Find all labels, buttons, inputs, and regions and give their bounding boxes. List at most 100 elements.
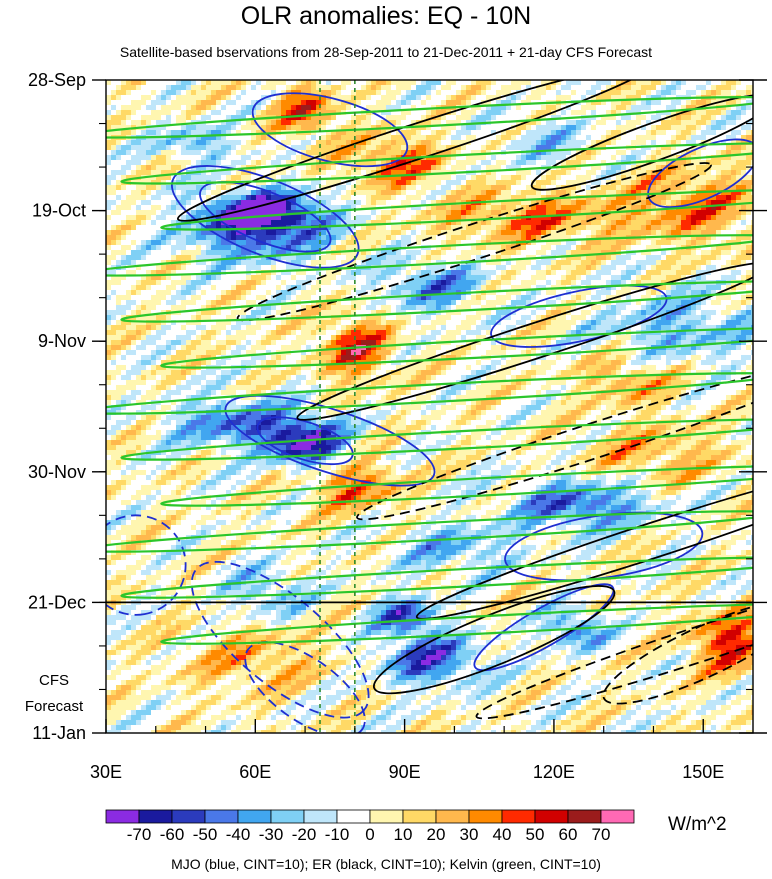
olr-cell [266,140,272,146]
olr-cell [746,220,752,226]
olr-cell [396,255,402,261]
olr-cell [146,220,152,226]
olr-cell [206,195,212,201]
olr-cell [431,85,437,91]
olr-cell [141,195,147,201]
olr-cell [216,205,222,211]
olr-cell [616,190,622,196]
olr-cell [741,90,747,96]
olr-cell [136,110,142,116]
olr-cell [331,115,337,121]
olr-cell [566,255,572,261]
olr-cell [346,195,352,201]
olr-cell [151,205,157,211]
olr-cell [511,235,517,241]
olr-cell [721,240,727,246]
olr-cell [241,120,247,126]
olr-cell [441,180,447,186]
olr-cell [691,260,697,266]
olr-cell [471,100,477,106]
olr-cell [586,255,592,261]
olr-cell [646,115,652,121]
olr-cell [426,95,432,101]
olr-cell [156,265,162,271]
olr-cell [346,115,352,121]
olr-cell [516,250,522,256]
olr-cell [596,205,602,211]
olr-cell [711,150,717,156]
olr-cell [436,180,442,186]
olr-cell [601,135,607,141]
olr-cell [591,180,597,186]
olr-cell [291,260,297,266]
olr-cell [471,230,477,236]
olr-cell [466,215,472,221]
olr-cell [141,105,147,111]
olr-cell [546,125,552,131]
olr-cell [496,205,502,211]
olr-cell [491,100,497,106]
olr-cell [126,145,132,151]
olr-cell [691,230,697,236]
olr-cell [236,90,242,96]
olr-cell [276,265,282,271]
olr-cell [196,215,202,221]
olr-cell [496,140,502,146]
olr-cell [286,125,292,131]
olr-cell [701,230,707,236]
olr-cell [391,135,397,141]
olr-cell [696,140,702,146]
olr-cell [401,180,407,186]
olr-cell [421,105,427,111]
olr-cell [736,200,742,206]
olr-cell [366,115,372,121]
olr-cell [166,190,172,196]
olr-cell [561,235,567,241]
olr-cell [176,130,182,136]
olr-cell [216,160,222,166]
olr-cell [566,140,572,146]
olr-cell [666,195,672,201]
olr-cell [146,265,152,271]
olr-cell [291,155,297,161]
olr-cell [716,265,722,271]
olr-cell [426,100,432,106]
olr-cell [301,185,307,191]
olr-cell [431,205,437,211]
olr-cell [176,140,182,146]
olr-cell [701,195,707,201]
olr-cell [601,180,607,186]
olr-cell [456,120,462,126]
olr-cell [126,245,132,251]
olr-cell [516,110,522,116]
olr-cell [551,210,557,216]
olr-cell [156,165,162,171]
olr-cell [341,85,347,91]
olr-cell [696,120,702,126]
olr-cell [461,195,467,201]
olr-cell [556,215,562,221]
olr-cell [576,130,582,136]
olr-cell [586,185,592,191]
olr-cell [326,270,332,276]
olr-cell [471,185,477,191]
olr-cell [296,85,302,91]
olr-cell [656,165,662,171]
olr-cell [491,145,497,151]
olr-cell [476,140,482,146]
olr-cell [356,195,362,201]
olr-cell [721,135,727,141]
olr-cell [186,265,192,271]
olr-cell [561,265,567,271]
olr-cell [381,245,387,251]
olr-cell [541,230,547,236]
olr-cell [491,135,497,141]
olr-cell [426,120,432,126]
olr-cell [206,175,212,181]
olr-cell [471,95,477,101]
olr-cell [506,145,512,151]
olr-cell [551,215,557,221]
olr-cell [236,100,242,106]
olr-cell [131,175,137,181]
olr-cell [596,135,602,141]
